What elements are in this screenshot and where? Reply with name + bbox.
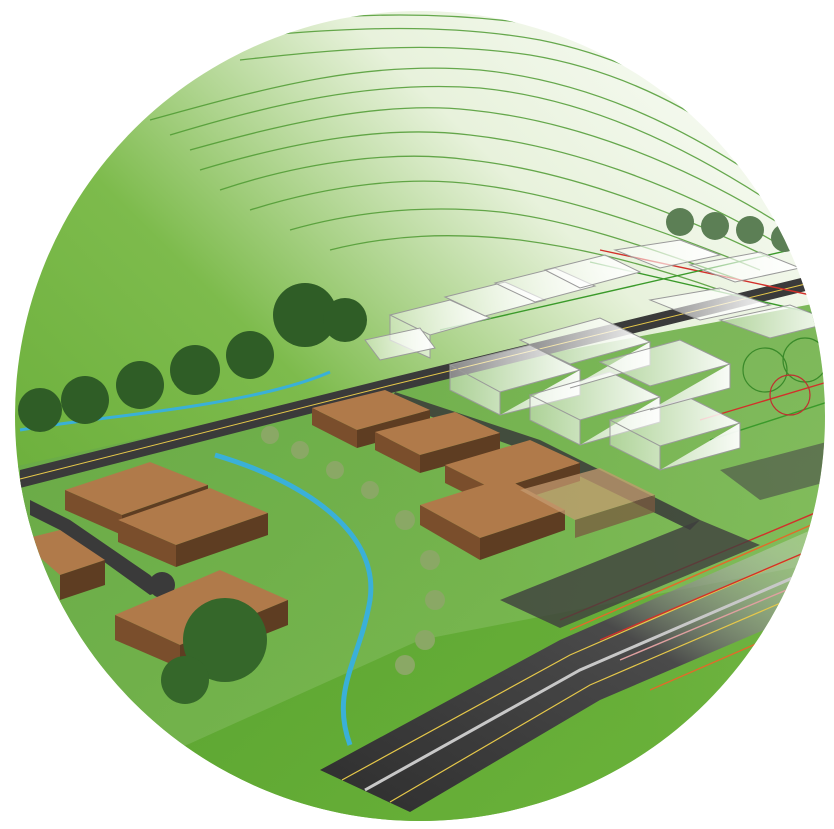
wall bbox=[60, 560, 105, 600]
contour bbox=[249, 180, 761, 271]
shrub-row bbox=[261, 426, 445, 675]
utility-line bbox=[699, 379, 825, 421]
planned-building bbox=[613, 239, 722, 269]
shrub bbox=[291, 441, 309, 459]
contour bbox=[149, 67, 791, 201]
shrub bbox=[326, 461, 344, 479]
roof bbox=[65, 462, 208, 515]
trees bbox=[18, 208, 799, 704]
planned-building bbox=[718, 304, 825, 339]
wall bbox=[480, 510, 565, 560]
building bbox=[118, 488, 268, 567]
tree bbox=[61, 376, 109, 424]
parking-lot bbox=[500, 520, 760, 628]
tree bbox=[170, 345, 220, 395]
planned-building bbox=[364, 327, 436, 361]
roof bbox=[445, 440, 580, 490]
wall bbox=[420, 433, 500, 473]
shrub bbox=[395, 655, 415, 675]
tree bbox=[701, 212, 729, 240]
shrub bbox=[425, 590, 445, 610]
wall bbox=[312, 408, 357, 448]
tree bbox=[736, 216, 764, 244]
roof bbox=[375, 412, 500, 455]
tree bbox=[273, 283, 337, 347]
parking-lot bbox=[720, 440, 825, 500]
wire-tree bbox=[769, 374, 811, 416]
side-road bbox=[30, 500, 165, 595]
tree bbox=[666, 208, 694, 236]
tree bbox=[183, 598, 267, 682]
wall bbox=[118, 520, 176, 567]
main-road bbox=[320, 520, 825, 812]
tree bbox=[226, 331, 274, 379]
shrub bbox=[420, 550, 440, 570]
roof bbox=[20, 530, 105, 575]
utility-line bbox=[599, 539, 825, 641]
tree bbox=[323, 298, 367, 342]
tree bbox=[771, 224, 799, 252]
building bbox=[20, 530, 105, 600]
utility-line bbox=[569, 514, 825, 631]
tree bbox=[116, 361, 164, 409]
roof bbox=[118, 488, 268, 545]
wire-tree bbox=[742, 347, 788, 393]
roof bbox=[520, 468, 655, 520]
planned-building bbox=[543, 254, 642, 289]
shrub bbox=[415, 630, 435, 650]
wall bbox=[575, 495, 655, 538]
wall bbox=[375, 432, 420, 473]
tree bbox=[18, 388, 62, 432]
creek bbox=[19, 370, 331, 432]
median bbox=[364, 558, 825, 792]
contour bbox=[169, 85, 791, 216]
roof bbox=[312, 390, 430, 430]
shrub bbox=[395, 510, 415, 530]
wall bbox=[420, 505, 480, 560]
building bbox=[520, 468, 655, 538]
contour bbox=[189, 107, 791, 231]
road-line bbox=[389, 579, 825, 803]
buildings bbox=[20, 390, 655, 668]
cul-de-sac bbox=[149, 572, 175, 598]
upper-road bbox=[20, 270, 825, 488]
planned-buildings bbox=[364, 239, 825, 471]
planned-building bbox=[598, 339, 732, 411]
wire-trees bbox=[742, 337, 825, 416]
planned-building bbox=[648, 287, 772, 321]
tree bbox=[161, 656, 209, 704]
wall bbox=[115, 615, 180, 668]
river bbox=[214, 452, 374, 746]
shrub bbox=[261, 426, 279, 444]
wall bbox=[176, 513, 268, 567]
building bbox=[375, 412, 500, 473]
wall bbox=[65, 490, 122, 535]
shrub bbox=[361, 481, 379, 499]
contour bbox=[199, 131, 781, 246]
contour bbox=[329, 235, 721, 291]
